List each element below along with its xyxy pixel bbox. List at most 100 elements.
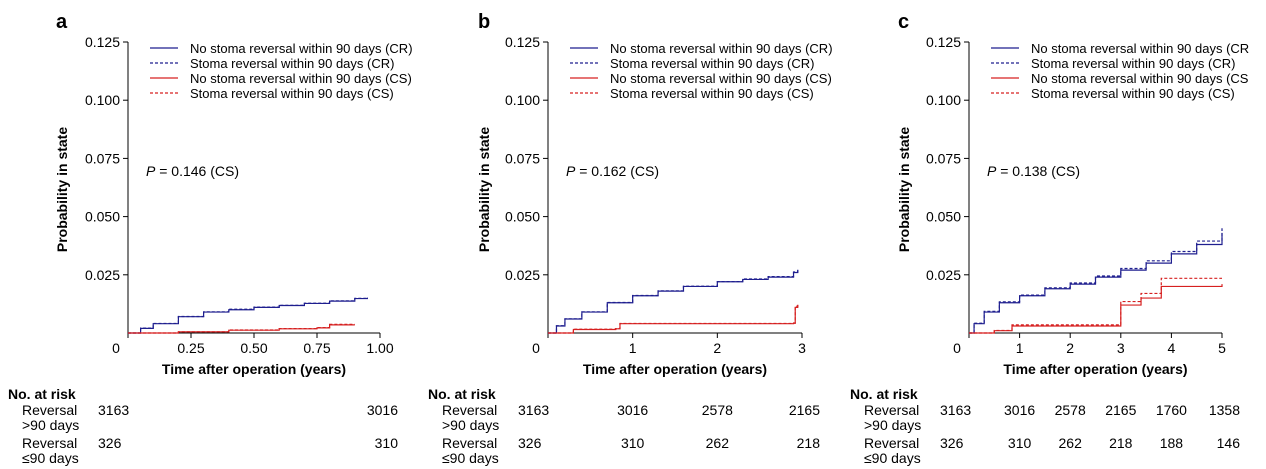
- risk-row1-label: >90 days: [442, 417, 499, 433]
- series-line: [128, 297, 368, 334]
- x-tick-label: 0: [112, 340, 120, 356]
- risk-table-header: No. at risk: [428, 386, 496, 402]
- risk-value: 326: [940, 435, 964, 451]
- legend-entry: No stoma reversal within 90 days (CR: [1031, 41, 1249, 56]
- risk-value: 262: [706, 435, 730, 451]
- y-tick-label: 0.050: [505, 209, 540, 225]
- y-axis-title: Probability in state: [896, 127, 912, 252]
- panel-a: a 0.025 0.050 0.075 0.100 0.125 0 0.25 0.50 0.75 1…: [8, 11, 413, 466]
- x-tick-label: 0: [532, 340, 540, 356]
- legend-entry: No stoma reversal within 90 days (CR): [190, 41, 413, 56]
- y-tick-label: 0.050: [85, 209, 120, 225]
- risk-value: 1358: [1209, 402, 1240, 418]
- y-tick-label: 0.025: [926, 267, 961, 283]
- y-tick-label: 0.050: [926, 209, 961, 225]
- y-tick-label: 0.125: [505, 34, 540, 50]
- x-tick-label: 0.75: [303, 340, 330, 356]
- risk-value: 2165: [789, 402, 820, 418]
- risk-row2-label: Reversal: [22, 435, 77, 451]
- x-tick-label: 0.25: [177, 340, 204, 356]
- x-tick-label: 4: [1168, 340, 1176, 356]
- risk-row2-label: Reversal: [442, 435, 497, 451]
- risk-table-header: No. at risk: [8, 386, 76, 402]
- p-symbol: P: [987, 163, 997, 179]
- x-tick-label: 3: [1117, 340, 1125, 356]
- y-axis-title: Probability in state: [54, 127, 70, 252]
- risk-value: 1760: [1156, 402, 1187, 418]
- p-value-text: = 0.162 (CS): [575, 163, 659, 179]
- x-tick-label: 1: [629, 340, 637, 356]
- legend-entry: No stoma reversal within 90 days (CS): [190, 71, 412, 86]
- legend-entry: No stoma reversal within 90 days (CR): [610, 41, 833, 56]
- legend-entry: Stoma reversal within 90 days (CR): [610, 56, 814, 71]
- risk-value: 3163: [940, 402, 971, 418]
- risk-value: 310: [375, 435, 399, 451]
- series-line: [548, 303, 799, 334]
- y-tick-label: 0.125: [926, 34, 961, 50]
- p-value-text: = 0.146 (CS): [155, 163, 239, 179]
- risk-row2-label: ≤90 days: [442, 450, 499, 466]
- p-symbol: P: [566, 163, 576, 179]
- x-axis-title: Time after operation (years): [162, 361, 346, 377]
- y-tick-label: 0.100: [505, 92, 540, 108]
- risk-value: 146: [1217, 435, 1241, 451]
- risk-value: 262: [1059, 435, 1083, 451]
- risk-value: 2578: [1055, 402, 1086, 418]
- y-tick-label: 0.075: [85, 150, 120, 166]
- legend-entry: No stoma reversal within 90 days (CS: [1031, 71, 1249, 86]
- legend-entry: No stoma reversal within 90 days (CS): [610, 71, 832, 86]
- risk-value: 218: [797, 435, 821, 451]
- p-value-annotation: P = 0.162 (CS): [566, 163, 659, 179]
- series-line: [969, 284, 1223, 334]
- x-tick-label: 0.50: [240, 340, 267, 356]
- risk-value: 310: [621, 435, 645, 451]
- y-tick-label: 0.100: [926, 92, 961, 108]
- risk-row2-label: Reversal: [864, 435, 919, 451]
- risk-value: 326: [98, 435, 122, 451]
- x-axis-title: Time after operation (years): [1003, 361, 1187, 377]
- y-tick-label: 0.075: [505, 150, 540, 166]
- series-line: [548, 269, 799, 334]
- risk-row1-label: >90 days: [22, 417, 79, 433]
- risk-value: 3163: [98, 402, 129, 418]
- risk-value: 3016: [1004, 402, 1035, 418]
- risk-value: 2165: [1105, 402, 1136, 418]
- risk-table-header: No. at risk: [850, 386, 918, 402]
- risk-value: 2578: [702, 402, 733, 418]
- x-tick-label: 1: [1016, 340, 1024, 356]
- series-line: [969, 228, 1223, 334]
- x-tick-label: 2: [713, 340, 721, 356]
- legend-entry: Stoma reversal within 90 days (CS): [610, 86, 814, 101]
- y-tick-label: 0.075: [926, 150, 961, 166]
- risk-value: 3163: [518, 402, 549, 418]
- legend-entry: Stoma reversal within 90 days (CS): [190, 86, 394, 101]
- p-value-annotation: P = 0.146 (CS): [146, 163, 239, 179]
- panel-b: b 0.025 0.050 0.075 0.100 0.125 0 1 2 3 Time after…: [428, 11, 833, 466]
- risk-row2-label: ≤90 days: [22, 450, 79, 466]
- y-tick-label: 0.125: [85, 34, 120, 50]
- y-tick-label: 0.025: [505, 267, 540, 283]
- risk-row1-label: Reversal: [442, 402, 497, 418]
- p-value-text: = 0.138 (CS): [996, 163, 1080, 179]
- risk-value: 3016: [617, 402, 648, 418]
- risk-row2-label: ≤90 days: [864, 450, 921, 466]
- x-axis-title: Time after operation (years): [583, 361, 767, 377]
- risk-value: 326: [518, 435, 542, 451]
- x-tick-label: 1.00: [366, 340, 393, 356]
- risk-row1-label: Reversal: [864, 402, 919, 418]
- panel-letter: c: [898, 11, 909, 33]
- series-line: [128, 297, 368, 334]
- x-tick-label: 0: [953, 340, 961, 356]
- risk-row1-label: Reversal: [22, 402, 77, 418]
- legend-entry: Stoma reversal within 90 days (CS): [1031, 86, 1235, 101]
- risk-value: 3016: [367, 402, 398, 418]
- x-tick-label: 5: [1218, 340, 1226, 356]
- legend-entry: Stoma reversal within 90 days (CR): [1031, 56, 1235, 71]
- risk-row1-label: >90 days: [864, 417, 921, 433]
- panel-letter: a: [56, 11, 68, 33]
- legend-entry: Stoma reversal within 90 days (CR): [190, 56, 394, 71]
- x-tick-label: 2: [1066, 340, 1074, 356]
- y-tick-label: 0.100: [85, 92, 120, 108]
- panel-c: c 0.025 0.050 0.075 0.100 0.125 0 1 2 3 4 5 Time aft…: [850, 11, 1249, 466]
